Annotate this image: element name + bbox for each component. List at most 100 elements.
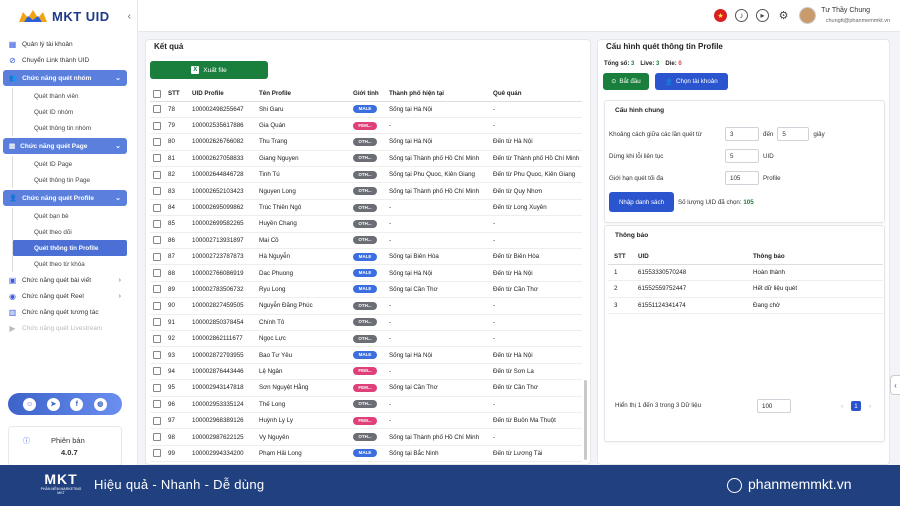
choose-account-button[interactable]: 👤 Chọn tài khoản [655,73,728,90]
sidebar-sub-scan-profile-info[interactable]: Quét thông tin Profile [12,240,127,256]
bell-icon[interactable]: ♪ [735,9,748,22]
page-size-select[interactable]: 100 [757,399,791,413]
row-checkbox[interactable] [153,301,161,310]
import-list-button[interactable]: Nhập danh sách [609,192,674,212]
gear-icon[interactable]: ⚙ [778,10,789,22]
row-select-cell[interactable] [150,396,165,413]
row-checkbox[interactable] [153,187,161,196]
footer-url[interactable]: phanmemmkt.vn [748,476,852,492]
row-select-cell[interactable] [150,182,165,200]
sidebar-sub-scan-page-info[interactable]: Quét thông tin Page [12,172,137,188]
table-row[interactable]: 80 100002626766082 Thu Trang OTH... Sống tại… [150,133,582,151]
row-select-cell[interactable] [150,199,165,217]
table-row[interactable]: 92 100002862111677 Ngọc Lực OTH... - - [150,330,582,348]
sidebar-sub-scan-group-info[interactable]: Quét thông tin nhóm [12,120,137,136]
row-checkbox[interactable] [153,170,161,179]
column-header[interactable]: Thành phố hiện tại [386,87,490,102]
row-select-cell[interactable] [150,248,165,266]
row-checkbox[interactable] [153,318,161,327]
row-select-cell[interactable] [150,264,165,282]
row-checkbox[interactable] [153,137,161,146]
row-select-cell[interactable] [150,215,165,233]
row-checkbox[interactable] [153,236,161,245]
table-row[interactable]: 93 100002872793955 Bao Tư Yêu MALE Sống tại … [150,346,582,364]
row-select-cell[interactable] [150,346,165,364]
row-select-cell[interactable] [150,281,165,299]
row-checkbox[interactable] [153,285,161,294]
sidebar-item-post-scan[interactable]: ▣ Chức năng quét bài viết › [8,275,121,285]
table-row[interactable]: 95 100002943147818 Sơn Nguyệt Hằng FEM... Số… [150,379,582,397]
column-header[interactable]: STT [608,250,632,265]
column-header[interactable]: Tên Profile [256,87,350,102]
column-header[interactable]: Thông báo [747,250,883,265]
table-row[interactable]: 90 100002827459505 Nguyễn Đăng Phúc OTH... -… [150,297,582,315]
start-button[interactable]: ⊙ Bắt đầu [603,73,649,90]
page-button[interactable]: 1 [851,401,861,411]
row-checkbox[interactable] [153,367,161,376]
row-select-cell[interactable] [150,232,165,250]
row-checkbox[interactable] [153,121,161,130]
delay-from-input[interactable]: 3 [725,127,759,141]
sidebar-sub-scan-by-keyword[interactable]: Quét theo từ khóa [12,256,137,272]
website-icon[interactable]: ◍ [93,397,107,411]
select-all-checkbox[interactable] [153,89,161,98]
row-select-cell[interactable] [150,412,165,430]
collapse-sidebar-icon[interactable]: ‹ [127,10,132,22]
row-checkbox[interactable] [153,383,161,392]
play-icon[interactable]: ▸ [756,9,769,22]
sidebar-sub-scan-followers[interactable]: Quét theo dõi [12,224,137,240]
support-icon[interactable]: ☺ [23,397,37,411]
sidebar-sub-scan-group-id[interactable]: Quét ID nhóm [12,104,137,120]
table-row[interactable]: 99 100002994334200 Phạm Hải Long MALE Sống t… [150,445,582,463]
avatar[interactable] [799,7,816,24]
sidebar-group-page-scan[interactable]: ▤ Chức năng quét Page ⌄ [3,138,127,154]
row-select-cell[interactable] [150,150,165,168]
table-row[interactable]: 78 100002498255647 Shi Garu MALE Sống tại Hà… [150,101,582,118]
column-header[interactable]: UID [632,250,747,265]
sidebar-item-link-to-uid[interactable]: ⊘ Chuyển Link thành UID [0,52,137,68]
table-row[interactable]: 89 100002783506732 Ryu Long MALE Sống tại Cầ… [150,281,582,299]
sidebar-sub-scan-friends[interactable]: Quét bạn bè [12,208,137,224]
column-header[interactable]: STT [165,87,189,102]
table-row[interactable]: 98 100002987622125 Vy Nguyên OTH... Sống tại… [150,428,582,446]
table-row[interactable]: 3 61551124341474 Đang chờ [608,297,883,314]
sidebar-item-account-management[interactable]: ▦ Quản lý tài khoản [0,36,137,52]
row-checkbox[interactable] [153,449,161,458]
sidebar-sub-scan-page-id[interactable]: Quét ID Page [12,156,137,172]
column-header[interactable]: UID Profile [189,87,256,102]
table-row[interactable]: 81 100002627058833 Giang Nguyen OTH... Sống … [150,150,582,168]
delay-to-input[interactable]: 5 [777,127,810,141]
row-select-cell[interactable] [150,379,165,397]
table-row[interactable]: 86 100002713931897 Mai Cồ OTH... - - [150,232,582,250]
select-all-cell[interactable] [150,87,165,102]
row-select-cell[interactable] [150,428,165,446]
row-checkbox[interactable] [153,334,161,343]
sidebar-group-profile-scan[interactable]: 👤 Chức năng quét Profile ⌄ [3,190,127,206]
table-row[interactable]: 87 100002723787873 Hà Nguyễn MALE Sống tại B… [150,248,582,266]
table-row[interactable]: 94 100002876443446 Lệ Ngân FEM... - Đến từ Sơ… [150,363,582,381]
row-checkbox[interactable] [153,416,161,425]
table-row[interactable]: 82 100002644846728 Tinh Tú OTH... Sống tại P… [150,166,582,184]
row-checkbox[interactable] [153,433,161,441]
table-row[interactable]: 91 100002850378454 Chính Tô OTH... - - [150,314,582,331]
table-row[interactable]: 88 100002766086919 Dac Phuong MALE Sống tại … [150,264,582,282]
facebook-icon[interactable]: f [70,397,84,411]
sidebar-item-livestream-scan[interactable]: ▶ Chức năng quét Livestream [9,323,103,333]
table-row[interactable]: 97 100002968389126 Huỳnh Ly Ly FEM... - Đến t… [150,412,582,430]
sidebar-group-group-scan[interactable]: 👥 Chức năng quét nhóm ⌄ [3,70,127,86]
table-row[interactable]: 79 100002535617886 Gia Quán FEM... - - [150,117,582,135]
row-select-cell[interactable] [150,314,165,331]
row-checkbox[interactable] [153,351,161,360]
row-checkbox[interactable] [153,252,161,261]
app-logo[interactable]: MKT UID ‹ [0,0,137,32]
telegram-icon[interactable]: ➤ [46,397,60,411]
sidebar-item-reel-scan[interactable]: ◉ Chức năng quét Reel › [9,291,121,301]
table-row[interactable]: 2 61552559752447 Hết dữ liệu quét [608,280,883,298]
export-file-button[interactable]: X Xuất file [150,61,268,79]
row-checkbox[interactable] [153,154,161,163]
row-checkbox[interactable] [153,203,161,212]
table-row[interactable]: 84 100002695099862 Trúc Thiên Ngô OTH... - Đế… [150,199,582,217]
row-checkbox[interactable] [153,400,161,409]
row-select-cell[interactable] [150,363,165,381]
table-row[interactable]: 83 100002652103423 Nguyen Long OTH... Sống t… [150,182,582,200]
